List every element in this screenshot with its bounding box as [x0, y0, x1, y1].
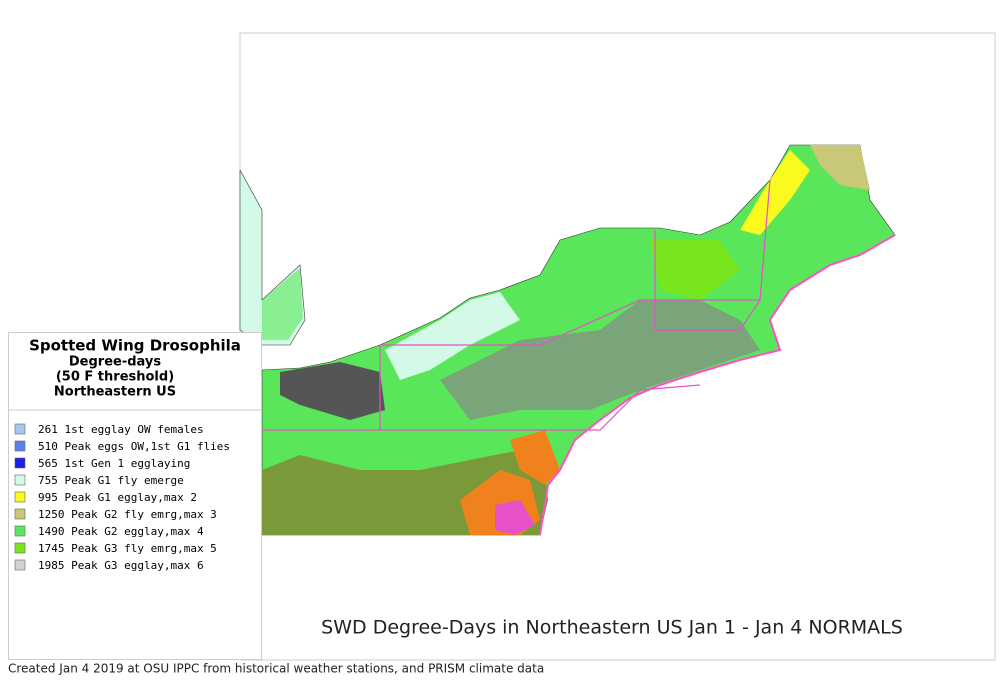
map-caption: SWD Degree-Days in Northeastern US Jan 1… [321, 617, 903, 639]
legend-items: 261 1st egglay OW females 510 Peak eggs O… [14, 423, 230, 572]
legend-swatch [14, 474, 26, 486]
legend-label: 1745 Peak G3 fly emrg,max 5 [38, 542, 217, 555]
legend-label: 995 Peak G1 egglay,max 2 [38, 491, 197, 504]
legend-swatch [14, 525, 26, 537]
legend-swatch [14, 440, 26, 452]
legend-box [8, 332, 262, 660]
legend-swatch [14, 457, 26, 469]
legend-label: 510 Peak eggs OW,1st G1 flies [38, 440, 230, 453]
footer: Created Jan 4 2019 at OSU IPPC from hist… [8, 662, 544, 676]
legend-swatch [14, 423, 26, 435]
legend-swatch [14, 491, 26, 503]
legend-label: 755 Peak G1 fly emerge [38, 474, 184, 487]
legend-title: Spotted Wing Drosophila [29, 337, 241, 355]
legend-swatch [14, 559, 26, 571]
legend-swatch [14, 508, 26, 520]
legend-swatch [14, 542, 26, 554]
legend-label: 565 1st Gen 1 egglaying [38, 457, 190, 470]
legend-subtitle-line: (50 F threshold) [56, 370, 174, 385]
legend-label: 1985 Peak G3 egglay,max 6 [38, 559, 204, 572]
legend-label: 1490 Peak G2 egglay,max 4 [38, 525, 204, 538]
legend-subtitle: Degree-days(50 F threshold)Northeastern … [54, 355, 176, 400]
legend-subtitle-line: Northeastern US [54, 385, 176, 400]
legend-label: 1250 Peak G2 fly emrg,max 3 [38, 508, 217, 521]
legend-subtitle-line: Degree-days [69, 355, 162, 370]
legend-label: 261 1st egglay OW females [38, 423, 204, 436]
map [239, 144, 896, 536]
